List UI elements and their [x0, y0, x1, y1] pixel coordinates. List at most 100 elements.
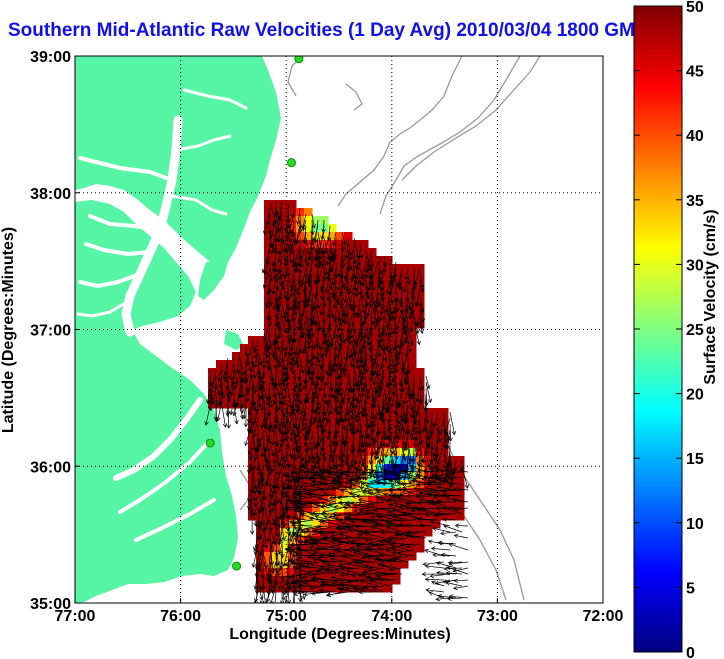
velocity-vector — [269, 339, 275, 356]
velocity-cell — [408, 448, 417, 457]
velocity-vector-head — [308, 537, 314, 542]
velocity-cell — [224, 376, 233, 385]
velocity-vector-head — [371, 587, 377, 592]
velocity-vector — [305, 291, 308, 304]
velocity-vector — [435, 579, 451, 585]
velocity-vector-head — [369, 263, 374, 269]
velocity-vector — [215, 375, 217, 390]
velocity-vector — [264, 405, 271, 429]
velocity-vector — [404, 470, 421, 473]
velocity-vector — [313, 375, 319, 396]
velocity-vector — [362, 375, 367, 392]
velocity-vector — [363, 468, 385, 473]
velocity-vector-head — [322, 468, 327, 473]
velocity-vector-head — [297, 262, 303, 267]
velocity-cell — [248, 496, 257, 505]
velocity-vector-head — [326, 296, 331, 302]
velocity-vector — [407, 381, 412, 398]
velocity-vector — [307, 531, 325, 537]
velocity-vector-head — [422, 468, 428, 474]
velocity-vector-head — [418, 490, 423, 495]
velocity-vector — [336, 339, 343, 359]
velocity-vector — [331, 357, 337, 371]
velocity-vector — [252, 405, 259, 426]
velocity-vector-head — [392, 557, 398, 562]
velocity-vector-head — [349, 255, 355, 261]
velocity-vector — [248, 399, 253, 415]
velocity-cell — [352, 528, 361, 537]
velocity-vector-head — [293, 456, 298, 462]
velocity-vector-head — [437, 438, 442, 443]
velocity-vector — [347, 375, 351, 393]
velocity-vector-head — [356, 549, 362, 555]
velocity-vector-head — [304, 579, 309, 584]
velocity-cell — [304, 584, 313, 593]
velocity-vector-head — [380, 411, 385, 417]
velocity-cell — [264, 312, 273, 321]
velocity-vector — [367, 321, 373, 340]
velocity-vector — [299, 237, 302, 261]
velocity-vector — [314, 405, 319, 421]
velocity-vector — [395, 357, 398, 373]
velocity-vector-head — [418, 507, 424, 512]
velocity-vector-head — [370, 525, 376, 530]
velocity-vector-head — [358, 589, 363, 595]
velocity-vector — [323, 387, 327, 404]
velocity-vector — [269, 237, 273, 248]
velocity-vector — [334, 549, 355, 557]
velocity-vector-head — [453, 585, 458, 591]
velocity-vector-head — [332, 368, 337, 373]
velocity-vector-head — [379, 417, 385, 422]
velocity-cell — [344, 296, 353, 305]
velocity-vector — [359, 333, 367, 354]
velocity-cell — [408, 336, 417, 345]
velocity-vector-head — [297, 383, 303, 388]
velocity-vector-head — [430, 520, 435, 525]
velocity-vector — [448, 597, 463, 600]
velocity-vector — [370, 345, 373, 359]
velocity-vector-head — [295, 557, 300, 563]
velocity-vector-head — [391, 513, 397, 519]
velocity-cell — [312, 528, 321, 537]
velocity-vector — [374, 357, 379, 375]
velocity-vector-head — [339, 488, 345, 493]
velocity-vector-head — [270, 569, 275, 574]
velocity-vector-head — [401, 488, 407, 493]
velocity-cell — [328, 288, 337, 297]
velocity-cell — [368, 296, 377, 305]
velocity-vector-head — [356, 475, 361, 480]
velocity-vector-head — [365, 268, 371, 274]
velocity-vector — [449, 561, 469, 565]
velocity-vector — [275, 297, 280, 313]
velocity-vector — [281, 315, 287, 333]
velocity-cell — [312, 264, 321, 273]
velocity-vector — [418, 470, 433, 473]
velocity-vector — [321, 579, 337, 583]
velocity-vector — [334, 506, 349, 509]
velocity-vector-head — [446, 436, 451, 442]
velocity-vector-head — [267, 503, 272, 509]
velocity-vector — [351, 537, 367, 543]
velocity-vector-head — [276, 346, 281, 352]
velocity-vector-head — [260, 453, 265, 458]
velocity-vector-head — [368, 548, 374, 553]
velocity-vector — [257, 375, 261, 391]
velocity-vector — [437, 478, 457, 485]
velocity-vector — [317, 429, 320, 446]
velocity-vector — [361, 587, 379, 593]
velocity-cell — [240, 384, 249, 393]
velocity-vector — [377, 563, 391, 569]
velocity-cell — [384, 568, 393, 577]
velocity-vector — [416, 474, 433, 479]
velocity-vector — [272, 273, 277, 295]
velocity-vector-head — [306, 554, 311, 560]
velocity-vector-head — [211, 399, 216, 405]
velocity-vector — [305, 255, 309, 266]
velocity-cell — [424, 528, 433, 537]
velocity-cell — [264, 432, 273, 441]
velocity-vector-head — [314, 443, 320, 449]
velocity-vector-head — [359, 331, 364, 336]
velocity-vector-head — [387, 371, 393, 376]
velocity-vector — [396, 476, 415, 479]
velocity-vector — [332, 423, 337, 445]
